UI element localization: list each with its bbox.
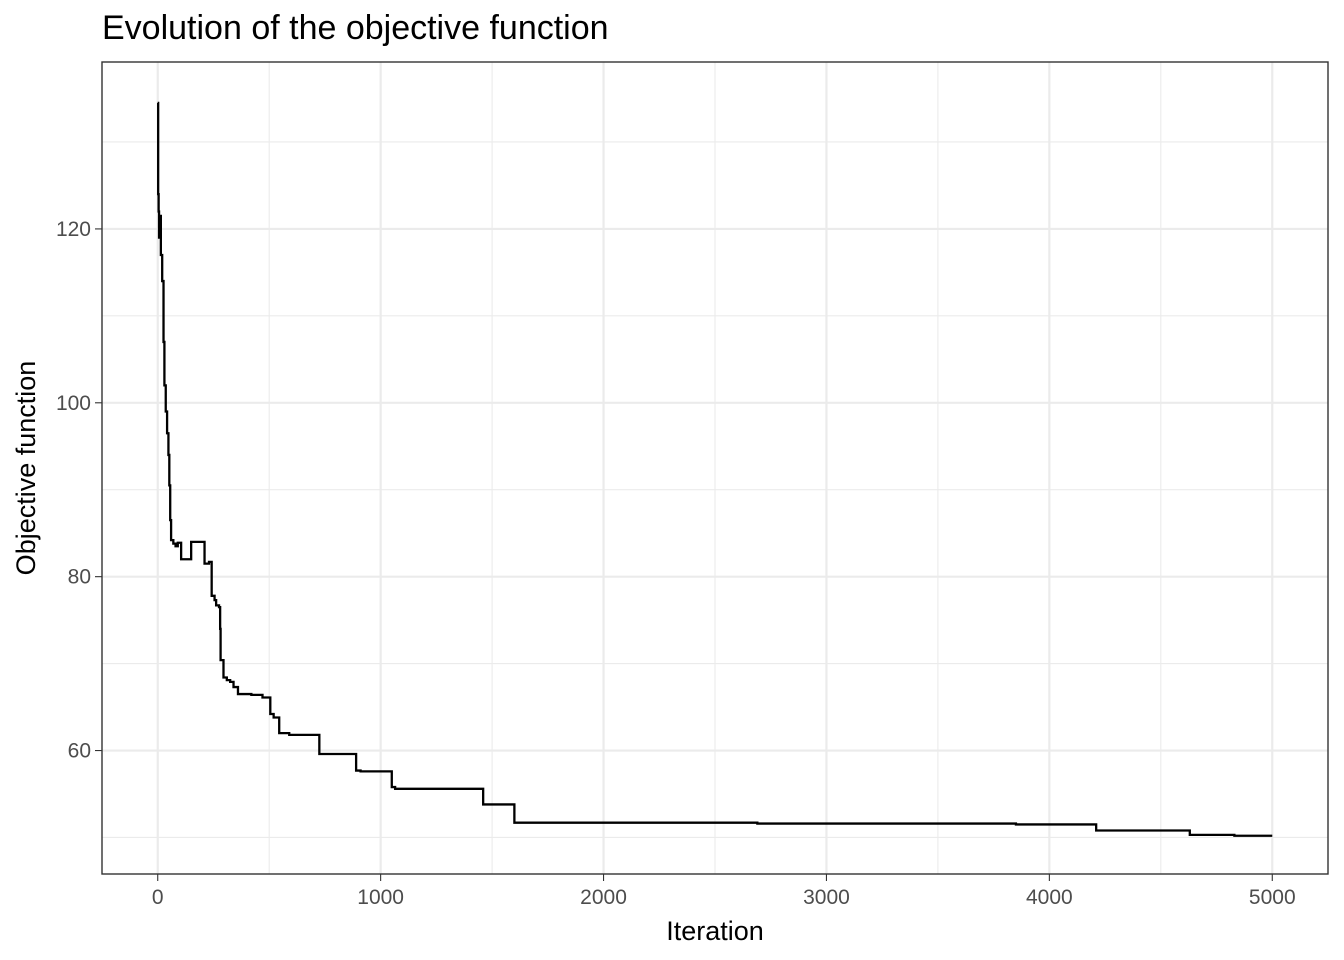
y-tick-label: 80 [68, 566, 91, 589]
major-gridlines [102, 62, 1328, 874]
x-tick-label: 4000 [1026, 886, 1073, 909]
x-tick-label: 3000 [803, 886, 850, 909]
minor-gridlines [102, 62, 1328, 874]
y-tick-label: 120 [56, 218, 91, 241]
y-tick-label: 100 [56, 392, 91, 415]
objective-series-line [157, 101, 1273, 837]
x-tick-label: 0 [152, 886, 164, 909]
x-axis-title: Iteration [666, 916, 764, 946]
x-tick-label: 1000 [357, 886, 404, 909]
y-axis-title: Objective function [11, 361, 41, 576]
chart-title: Evolution of the objective function [102, 9, 609, 47]
x-tick-label: 2000 [580, 886, 627, 909]
x-axis: 0 1000 2000 3000 4000 5000 [152, 874, 1296, 909]
y-axis: 60 80 100 120 [56, 218, 102, 763]
plot-panel-border [101, 61, 1329, 875]
x-tick-label: 5000 [1249, 886, 1296, 909]
y-tick-label: 60 [68, 740, 91, 763]
